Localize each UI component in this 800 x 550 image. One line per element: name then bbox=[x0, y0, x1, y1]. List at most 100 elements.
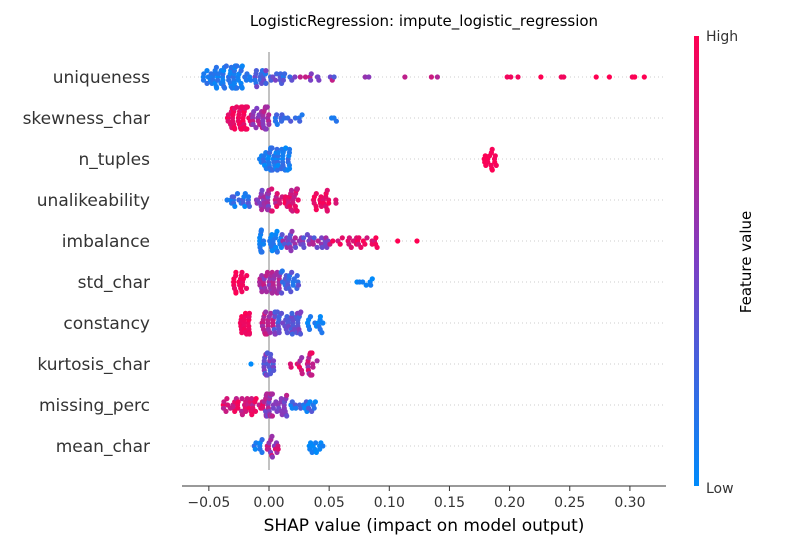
shap-point bbox=[434, 74, 440, 80]
shap-point bbox=[292, 235, 298, 241]
shap-point bbox=[310, 364, 316, 370]
x-axis-label: SHAP value (impact on model output) bbox=[264, 516, 585, 536]
shap-point bbox=[232, 408, 238, 414]
shap-point bbox=[295, 282, 302, 288]
shap-point bbox=[292, 115, 298, 121]
shap-point bbox=[606, 74, 613, 80]
shap-point bbox=[395, 238, 401, 244]
shap-point bbox=[298, 309, 304, 315]
shap-point bbox=[295, 197, 301, 203]
shap-point bbox=[288, 248, 294, 254]
shap-point bbox=[289, 228, 295, 234]
shap-point bbox=[319, 330, 325, 336]
shap-point bbox=[246, 203, 252, 209]
shap-point bbox=[292, 74, 298, 80]
feature-label: mean_char bbox=[56, 437, 150, 457]
colorbar-label: Feature value bbox=[737, 211, 755, 313]
shap-point bbox=[485, 159, 491, 165]
shap-point bbox=[504, 74, 510, 80]
shap-point bbox=[317, 446, 323, 452]
shap-point bbox=[204, 80, 210, 86]
shap-point bbox=[253, 125, 259, 131]
feature-label: skewness_char bbox=[23, 109, 150, 129]
shap-point bbox=[312, 399, 318, 405]
shap-point bbox=[223, 63, 229, 69]
feature-label: unalikeability bbox=[37, 191, 150, 211]
shap-point bbox=[274, 121, 280, 127]
shap-point bbox=[234, 104, 240, 110]
shap-point bbox=[234, 191, 241, 197]
shap-point bbox=[313, 207, 319, 213]
shap-point bbox=[299, 355, 305, 361]
shap-point bbox=[258, 227, 264, 233]
shap-point bbox=[292, 244, 299, 250]
x-axis-ticks: −0.05 0.00 0.05 0.10 0.15 0.20 0.25 0.30 bbox=[187, 486, 645, 511]
shap-point bbox=[364, 235, 370, 241]
shap-point bbox=[269, 290, 275, 296]
shap-point bbox=[593, 74, 599, 80]
shap-point bbox=[294, 273, 300, 279]
shap-point bbox=[337, 241, 343, 247]
x-tick-label: 0.05 bbox=[314, 495, 345, 511]
shap-point bbox=[299, 112, 305, 118]
shap-point bbox=[249, 396, 255, 402]
shap-point bbox=[259, 289, 265, 295]
shap-point bbox=[239, 289, 245, 295]
shap-point bbox=[274, 228, 280, 234]
shap-point bbox=[263, 309, 269, 315]
shap-point bbox=[248, 77, 254, 83]
shap-point bbox=[489, 167, 495, 173]
shap-point bbox=[297, 118, 303, 124]
shap-point bbox=[239, 412, 245, 418]
x-tick-label: 0.20 bbox=[494, 495, 525, 511]
shap-point bbox=[538, 74, 544, 80]
x-tick-label: 0.25 bbox=[554, 495, 585, 511]
shap-point bbox=[269, 145, 275, 151]
shap-point bbox=[233, 290, 239, 296]
shap-point bbox=[231, 194, 237, 200]
shap-point bbox=[414, 238, 420, 244]
shap-point bbox=[368, 282, 374, 288]
shap-point bbox=[331, 74, 337, 80]
shap-point bbox=[224, 396, 230, 402]
shap-point bbox=[254, 105, 260, 111]
shap-point bbox=[294, 208, 300, 214]
shap-point bbox=[271, 367, 277, 373]
shap-point bbox=[269, 413, 275, 419]
shap-point bbox=[267, 371, 274, 377]
feature-label: imbalance bbox=[62, 232, 150, 252]
shap-point bbox=[279, 232, 285, 238]
shap-point bbox=[489, 146, 495, 152]
colorbar bbox=[694, 36, 699, 486]
shap-point bbox=[284, 392, 290, 398]
shap-point bbox=[350, 238, 356, 244]
shap-point bbox=[275, 446, 281, 452]
shap-point bbox=[263, 68, 269, 74]
shap-point bbox=[293, 405, 299, 411]
shap-point bbox=[243, 77, 249, 83]
shap-point bbox=[290, 282, 296, 288]
shap-point bbox=[270, 405, 276, 411]
shap-point bbox=[369, 276, 375, 282]
shap-point bbox=[244, 126, 250, 132]
shap-point bbox=[259, 437, 265, 443]
shap-point bbox=[246, 331, 252, 337]
shap-point bbox=[284, 330, 290, 336]
shap-point bbox=[259, 207, 265, 213]
shap-point bbox=[239, 63, 245, 69]
shap-point bbox=[269, 248, 275, 254]
shap-point bbox=[492, 153, 498, 159]
shap-point bbox=[249, 412, 255, 418]
shap-point bbox=[294, 186, 300, 192]
shap-point bbox=[308, 71, 314, 77]
shap-point bbox=[234, 63, 240, 69]
shap-point bbox=[272, 77, 279, 83]
shap-point bbox=[235, 399, 241, 405]
shap-point bbox=[278, 244, 284, 250]
shap-point bbox=[274, 249, 280, 255]
shap-point bbox=[274, 167, 280, 173]
shap-point bbox=[632, 74, 638, 80]
shap-point bbox=[274, 191, 280, 197]
colorbar-low-label: Low bbox=[706, 481, 734, 497]
shap-point bbox=[269, 208, 275, 214]
